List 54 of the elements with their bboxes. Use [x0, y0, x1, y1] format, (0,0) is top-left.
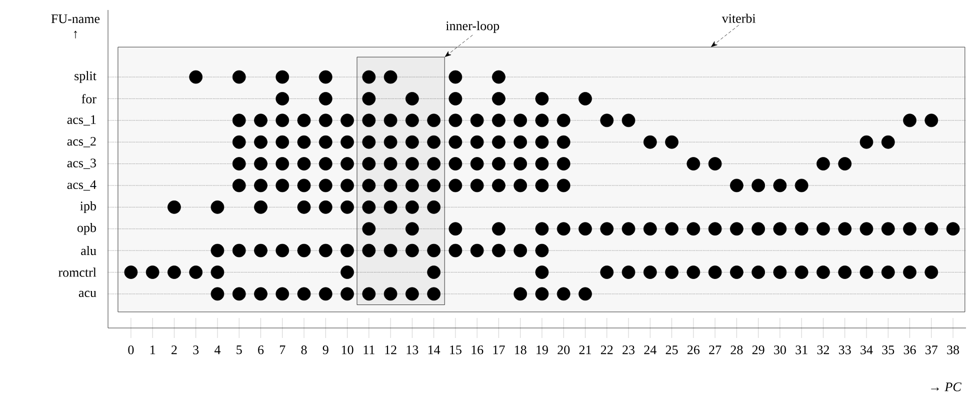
x-tick-label: 32: [817, 346, 830, 354]
x-tick-label: 5: [236, 346, 242, 354]
x-tick-label: 12: [385, 346, 396, 354]
x-tick-label: 28: [730, 346, 743, 354]
x-tick-label: 20: [558, 346, 570, 354]
x-tick-label: 17: [493, 346, 505, 354]
y-axis-title: FU-name ↑: [51, 14, 100, 38]
x-tick-label: 29: [752, 346, 764, 354]
x-tick-label: 2: [172, 346, 177, 354]
x-tick-label: 22: [600, 346, 613, 354]
x-tick-label: 37: [926, 346, 938, 354]
x-tick-label: 27: [709, 346, 722, 354]
x-tick-label: 38: [947, 346, 960, 354]
y-tick-label: acs_1: [67, 115, 96, 126]
x-tick-label: 18: [514, 346, 526, 354]
x-tick-label: 6: [258, 346, 264, 354]
y-tick-label: acs_3: [67, 158, 96, 169]
y-tick-label: opb: [77, 222, 96, 235]
x-tick-label: 14: [428, 346, 440, 354]
y-tick-label: for: [82, 94, 96, 104]
y-tick-label: romctrl: [58, 268, 96, 277]
x-tick-label: 16: [472, 346, 484, 354]
x-tick-label: 15: [450, 346, 462, 354]
x-tick-label: 10: [342, 346, 354, 354]
band-label: inner-loop: [446, 21, 500, 33]
x-tick-label: 30: [774, 346, 786, 354]
x-tick-label: 36: [904, 346, 916, 354]
x-tick-label: 3: [193, 346, 199, 354]
x-axis-title: → PC: [931, 382, 962, 392]
x-tick-label: 34: [860, 346, 873, 354]
x-tick-label: 4: [214, 346, 221, 354]
y-tick-label: acs_4: [67, 180, 96, 191]
y-tick-label: alu: [81, 246, 96, 256]
x-tick-label: 9: [322, 346, 328, 354]
x-tick-label: 11: [364, 346, 374, 354]
x-tick-label: 33: [838, 346, 851, 354]
x-tick-label: 31: [796, 346, 808, 354]
x-tick-label: 13: [406, 346, 418, 354]
x-tick-label: 23: [622, 346, 635, 354]
x-tick-label: 7: [280, 346, 286, 354]
y-tick-label: acu: [78, 290, 96, 298]
x-tick-label: 25: [666, 346, 678, 354]
x-tick-label: 26: [687, 346, 700, 354]
x-tick-label: 8: [301, 346, 307, 354]
x-tick-label: 19: [536, 346, 548, 354]
y-tick-label: split: [74, 71, 96, 83]
y-tick-label: acs_2: [67, 136, 96, 148]
x-tick-label: 1: [150, 346, 156, 354]
y-tick-label: ipb: [80, 201, 96, 214]
x-tick-label: 35: [882, 346, 894, 354]
x-tick-label: 21: [579, 346, 591, 354]
x-tick-label: 24: [644, 346, 656, 354]
x-tick-label: 0: [128, 346, 134, 354]
band-label: viterbi: [722, 14, 756, 23]
